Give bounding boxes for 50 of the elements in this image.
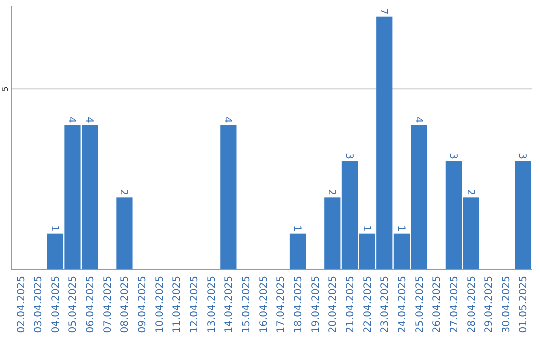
data-label: 3 — [343, 153, 354, 160]
x-tick-label: 29.04.2025 — [484, 276, 496, 334]
x-tick-label: 03.04.2025 — [34, 276, 45, 334]
x-tick-label: 17.04.2025 — [276, 276, 288, 334]
data-label: 4 — [222, 116, 234, 124]
x-tick-label: 09.04.2025 — [138, 276, 149, 334]
x-tick-label: 21.04.2025 — [345, 276, 356, 334]
bar — [515, 162, 532, 270]
x-tick-label: 06.04.2025 — [86, 276, 97, 334]
data-label: 1 — [48, 225, 60, 232]
bar — [290, 234, 306, 270]
x-tick-label: 05.04.2025 — [68, 276, 80, 334]
data-label: 1 — [395, 225, 406, 232]
x-tick-label: 20.04.2025 — [328, 276, 340, 334]
x-tick-label: 28.04.2025 — [466, 276, 478, 334]
data-label: 4 — [412, 116, 424, 124]
x-tick-label: 02.04.2025 — [16, 276, 28, 334]
x-tick-label: 04.04.2025 — [50, 276, 62, 334]
x-tick-label: 27.04.2025 — [449, 276, 460, 334]
x-tick-label: 07.04.2025 — [102, 276, 114, 334]
bar — [220, 125, 237, 270]
x-tick-label: 24.04.2025 — [397, 276, 408, 334]
bar — [116, 198, 133, 270]
data-label: 2 — [118, 189, 130, 196]
x-tick-label: 19.04.2025 — [310, 276, 322, 334]
x-tick-label: 01.05.2025 — [518, 276, 530, 334]
x-tick-label: 30.04.2025 — [501, 276, 512, 334]
x-tick-label: 22.04.2025 — [362, 276, 374, 334]
data-label: 2 — [464, 189, 476, 196]
x-tick-label: 16.04.2025 — [258, 276, 270, 334]
x-tick-label: 13.04.2025 — [206, 276, 218, 334]
x-tick-label: 12.04.2025 — [190, 276, 201, 334]
x-tick-label: 25.04.2025 — [414, 276, 426, 334]
data-label: 3 — [516, 153, 528, 160]
data-label: 4 — [66, 116, 78, 124]
x-tick-label: 15.04.2025 — [242, 276, 253, 334]
x-tick-label: 11.04.2025 — [172, 276, 184, 334]
y-tick-label: 5 — [1, 86, 10, 92]
x-tick-label: 14.04.2025 — [224, 276, 236, 334]
x-tick-label: 18.04.2025 — [293, 276, 304, 334]
data-label: 2 — [326, 189, 338, 196]
data-label: 7 — [378, 8, 390, 15]
data-label: 1 — [360, 225, 372, 232]
x-tick-label: 10.04.2025 — [154, 276, 166, 334]
data-label: 3 — [447, 153, 458, 160]
x-tick-label: 26.04.2025 — [432, 276, 444, 334]
x-tick-label: 08.04.2025 — [120, 276, 132, 334]
data-label: 1 — [291, 225, 302, 232]
data-label: 4 — [84, 116, 95, 124]
x-tick-label: 23.04.2025 — [380, 276, 392, 334]
